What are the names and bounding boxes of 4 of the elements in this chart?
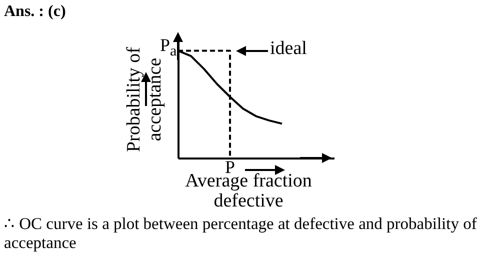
- annotation: P: [225, 157, 236, 177]
- text: Ans. : (c): [4, 3, 66, 20]
- text: ∴ OC curve is a plot between percentage at defective and probability of acceptance: [4, 214, 478, 253]
- legend-label: ideal: [270, 38, 307, 59]
